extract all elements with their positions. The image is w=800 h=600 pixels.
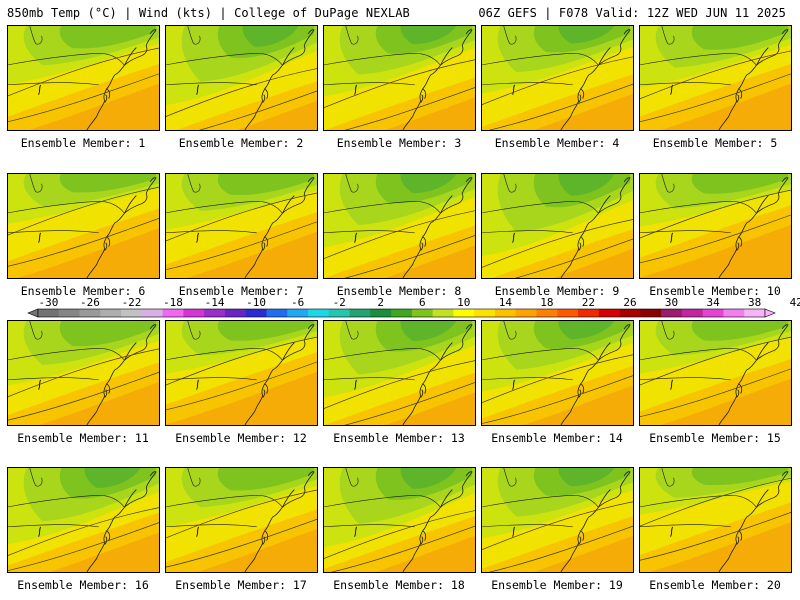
colorbar-swatch xyxy=(640,309,662,317)
ensemble-member-label: Ensemble Member: 3 xyxy=(336,136,462,150)
ensemble-member-label: Ensemble Member: 9 xyxy=(494,284,620,298)
colorbar-swatch xyxy=(308,309,330,317)
ensemble-member-label: Ensemble Member: 11 xyxy=(17,431,149,445)
ensemble-member-map xyxy=(639,467,792,573)
ensemble-member-label: Ensemble Member: 17 xyxy=(175,578,307,592)
ensemble-member-map xyxy=(165,320,318,426)
ensemble-member-map xyxy=(165,25,318,131)
colorbar-swatch xyxy=(723,309,745,317)
colorbar-tick-label: 14 xyxy=(499,297,513,309)
ensemble-member-map xyxy=(481,467,634,573)
colorbar-swatch xyxy=(79,309,101,317)
colorbar-swatch xyxy=(162,309,184,317)
ensemble-member-label: Ensemble Member: 14 xyxy=(491,431,623,445)
colorbar-swatch xyxy=(598,309,620,317)
ensemble-member-map xyxy=(7,467,160,573)
colorbar-swatch xyxy=(100,309,122,317)
ensemble-member-label: Ensemble Member: 4 xyxy=(494,136,620,150)
colorbar-swatch xyxy=(619,309,641,317)
ensemble-member-label: Ensemble Member: 20 xyxy=(649,578,781,592)
ensemble-member-map xyxy=(639,320,792,426)
colorbar-swatch xyxy=(744,309,766,317)
colorbar-tick-label: 34 xyxy=(706,297,720,309)
map-title: 850mb Temp (°C) | Wind (kts) | College o… xyxy=(7,6,410,20)
model-valid-time: 06Z GEFS | F078 Valid: 12Z WED JUN 11 20… xyxy=(478,6,786,20)
ensemble-member-label: Ensemble Member: 19 xyxy=(491,578,623,592)
colorbar-swatch xyxy=(536,309,558,317)
ensemble-member-map xyxy=(323,467,476,573)
ensemble-member-map xyxy=(481,320,634,426)
colorbar-tick-label: -10 xyxy=(246,297,266,309)
colorbar-swatch xyxy=(474,309,496,317)
colorbar-swatch xyxy=(121,309,143,317)
ensemble-member-label: Ensemble Member: 6 xyxy=(20,284,146,298)
colorbar-tick-label: -2 xyxy=(333,297,346,309)
temperature-colorbar: -30 -26 -22 -18 -14 -10 -6 -2 2 6 10 14 18 22 26 30 34 38… xyxy=(27,297,800,318)
colorbar-tick-label: 38 xyxy=(748,297,761,309)
ensemble-member-label: Ensemble Member: 13 xyxy=(333,431,465,445)
ensemble-member-map xyxy=(481,173,634,279)
colorbar-swatch xyxy=(702,309,724,317)
colorbar-swatch xyxy=(578,309,600,317)
ensemble-member-map xyxy=(481,25,634,131)
ensemble-member-label: Ensemble Member: 8 xyxy=(336,284,462,298)
ensemble-member-map xyxy=(639,25,792,131)
ensemble-member-label: Ensemble Member: 1 xyxy=(20,136,146,150)
ensemble-member-map xyxy=(323,25,476,131)
colorbar-swatch xyxy=(183,309,205,317)
colorbar-tick-label: 10 xyxy=(457,297,470,309)
colorbar-swatch xyxy=(681,309,704,317)
colorbar-swatch xyxy=(141,309,164,317)
colorbar-tick-label: -22 xyxy=(122,297,142,309)
colorbar-swatch xyxy=(370,309,392,317)
colorbar-swatch xyxy=(349,309,371,317)
colorbar-tick-label: 42 xyxy=(790,297,800,309)
colorbar-swatch xyxy=(328,309,350,317)
colorbar-swatch xyxy=(453,309,475,317)
ensemble-member-map xyxy=(7,25,160,131)
ensemble-member-label: Ensemble Member: 5 xyxy=(652,136,778,150)
ensemble-member-label: Ensemble Member: 16 xyxy=(17,578,149,592)
colorbar-swatch xyxy=(204,309,226,317)
colorbar-swatch xyxy=(266,309,288,317)
colorbar-swatch xyxy=(391,309,413,317)
ensemble-member-map xyxy=(7,320,160,426)
colorbar-swatch xyxy=(38,309,60,317)
ensemble-member-label: Ensemble Member: 7 xyxy=(178,284,304,298)
colorbar-tick-label: -26 xyxy=(80,297,100,309)
colorbar-swatch xyxy=(432,309,454,317)
ensemble-member-map xyxy=(165,467,318,573)
colorbar-tick-label: 26 xyxy=(623,297,636,309)
colorbar-swatch xyxy=(515,309,537,317)
colorbar-right-arrow xyxy=(764,308,776,318)
colorbar-tick-label: 30 xyxy=(665,297,678,309)
colorbar-swatch xyxy=(224,309,247,317)
ensemble-member-label: Ensemble Member: 10 xyxy=(649,284,781,298)
ensemble-member-label: Ensemble Member: 15 xyxy=(649,431,781,445)
colorbar-swatch xyxy=(411,309,434,317)
colorbar-tick-label: -14 xyxy=(205,297,225,309)
ensemble-member-map xyxy=(639,173,792,279)
ensemble-member-label: Ensemble Member: 2 xyxy=(178,136,304,150)
colorbar-tick-label: -18 xyxy=(163,297,183,309)
ensemble-member-map xyxy=(323,320,476,426)
colorbar-left-arrow xyxy=(27,308,39,318)
colorbar-swatch xyxy=(494,309,517,317)
colorbar-swatch xyxy=(287,309,309,317)
colorbar-swatch xyxy=(245,309,267,317)
colorbar-tick-label: 6 xyxy=(419,297,426,309)
colorbar-tick-label: -6 xyxy=(291,297,304,309)
colorbar-swatch xyxy=(58,309,80,317)
colorbar-swatch xyxy=(661,309,683,317)
colorbar-tick-label: -30 xyxy=(38,297,58,309)
ensemble-member-map xyxy=(165,173,318,279)
ensemble-member-label: Ensemble Member: 12 xyxy=(175,431,307,445)
ensemble-member-label: Ensemble Member: 18 xyxy=(333,578,465,592)
colorbar-tick-label: 22 xyxy=(582,297,595,309)
colorbar-tick-label: 2 xyxy=(377,297,384,309)
ensemble-member-map xyxy=(7,173,160,279)
colorbar-tick-label: 18 xyxy=(540,297,553,309)
colorbar-swatch xyxy=(557,309,579,317)
ensemble-member-map xyxy=(323,173,476,279)
